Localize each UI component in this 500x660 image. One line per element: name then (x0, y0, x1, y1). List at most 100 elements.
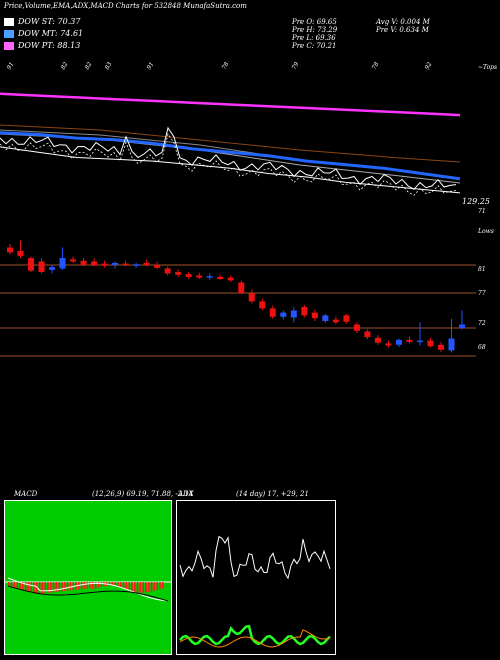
macd-histogram-bar (153, 582, 156, 591)
macd-histogram-bar (36, 582, 38, 594)
ema-reference-line (0, 133, 461, 184)
macd-histogram-bar (16, 582, 18, 589)
macd-params: (12,26,9) 69.19, 71.88, -2.14 (92, 490, 194, 498)
price-y-tick-72: 72 (478, 320, 486, 327)
macd-histogram-bar (58, 582, 60, 592)
candle-body (206, 276, 213, 278)
ema-top-label: 78 (221, 61, 231, 71)
candle-body (301, 307, 308, 316)
ohlc-open: Pre O: 69.65 (292, 18, 337, 26)
avg-volume: Avg V: 0.004 M (376, 18, 430, 26)
candle-body (427, 340, 434, 347)
macd-histogram-bar (134, 582, 136, 592)
macd-histogram-bar (86, 582, 88, 589)
macd-histogram-bar (47, 582, 49, 593)
price-y-tick-68: 68 (478, 344, 486, 351)
chart-title: Price,Volume,EMA,ADX,MACD Charts for 532… (4, 2, 247, 10)
ema-top-label: 91 (6, 61, 16, 71)
ema-top-label: 82 (60, 61, 70, 71)
macd-histogram-bar (44, 582, 46, 594)
macd-histogram-bar (38, 582, 41, 594)
macd-signal-line (7, 585, 169, 602)
macd-histogram-bar (100, 582, 102, 587)
candle-body (217, 276, 224, 279)
candle-body (49, 267, 56, 270)
ema-price-line (0, 126, 457, 190)
macd-histogram-bar (94, 582, 97, 589)
price-y-tick-81: 81 (478, 266, 486, 273)
adx-minus-di-line (179, 624, 331, 646)
adx-line (179, 629, 331, 648)
macd-histogram-bar (131, 582, 133, 592)
candle-body (91, 261, 98, 265)
macd-histogram-bar (66, 582, 69, 591)
macd-histogram-bar (128, 582, 130, 591)
macd-histogram-bar (10, 582, 13, 587)
candle-body (164, 268, 171, 274)
prev-volume: Pre V: 0.634 M (376, 26, 429, 34)
candle-body (175, 272, 182, 275)
candle-body (154, 265, 161, 268)
macd-histogram-bar (33, 582, 35, 594)
macd-histogram-bar (97, 582, 100, 588)
candle-body (459, 324, 465, 328)
ema-top-label: 82 (84, 61, 94, 71)
candle-body (406, 339, 413, 342)
macd-chart (4, 500, 172, 655)
price-y-tick-77: 77 (478, 290, 486, 297)
candle-body (332, 319, 339, 323)
macd-histogram-bar (89, 582, 91, 589)
macd-histogram-bar (125, 582, 128, 590)
macd-histogram-bar (41, 582, 44, 594)
macd-histogram-bar (24, 582, 27, 591)
legend-mt-swatch (4, 30, 14, 38)
adx-plus-di-line (179, 535, 331, 580)
adx-background (176, 500, 336, 655)
candle-body (353, 324, 360, 331)
adx-params: (14 day) 17, +29, 21 (236, 490, 309, 498)
macd-histogram-bar (136, 582, 139, 593)
macd-background (4, 500, 172, 655)
ema-right-label: ~Tops (478, 64, 498, 71)
legend-pt-label: DOW PT: 88.13 (18, 41, 81, 50)
macd-frame (4, 500, 172, 655)
ohlc-low: Pre L: 69.36 (292, 34, 336, 42)
ema-reference-line (0, 124, 461, 163)
ema-last-value: 129.25 (462, 197, 490, 206)
candle-body (7, 247, 13, 253)
macd-histogram-bar (83, 582, 86, 589)
candle-body (122, 263, 129, 266)
candle-body (238, 282, 245, 293)
macd-histogram-bar (142, 582, 144, 593)
macd-histogram-bar (122, 582, 125, 589)
ema-dotted-line (0, 132, 457, 196)
macd-histogram-bar (19, 582, 21, 590)
candle-body (70, 259, 77, 262)
legend-mt-label: DOW MT: 74.61 (18, 29, 84, 38)
macd-histogram-bar (148, 582, 150, 592)
macd-histogram-bar (162, 582, 164, 589)
ema-small-axis: 71 (478, 208, 486, 215)
candle-body (133, 264, 140, 266)
macd-histogram-bar (27, 582, 30, 592)
ema-top-label: 92 (424, 61, 434, 71)
ema-top-label: 91 (146, 61, 156, 71)
macd-label: MACD (14, 490, 38, 498)
candle-body (290, 310, 297, 318)
candle-body (248, 293, 255, 302)
candle-body (395, 339, 402, 345)
ohlc-close: Pre C: 70.21 (292, 42, 337, 50)
macd-line (7, 577, 169, 602)
macd-histogram-bar (117, 582, 119, 587)
candle-body (374, 337, 381, 343)
candle-body (437, 344, 444, 350)
candle-body (185, 274, 192, 277)
candle-body (101, 263, 108, 266)
macd-histogram-bar (50, 582, 52, 593)
candle-body (196, 275, 203, 278)
ema-top-label: 83 (104, 61, 114, 71)
candle-body (416, 340, 423, 343)
macd-histogram-bar (80, 582, 83, 590)
candle-body (80, 260, 87, 265)
